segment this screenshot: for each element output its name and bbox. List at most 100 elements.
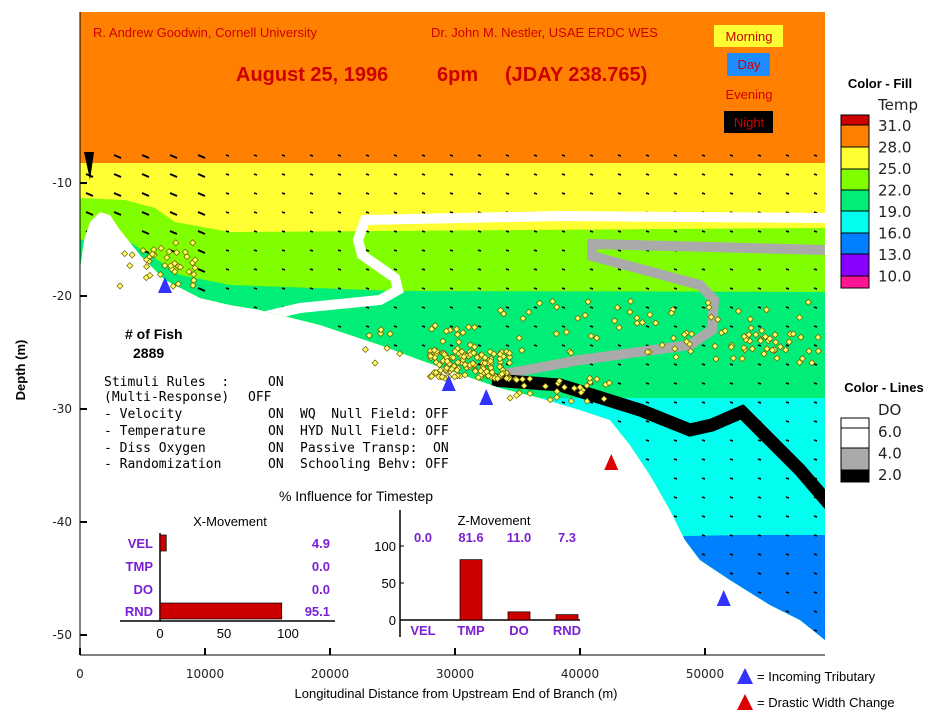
velocity-arrow [253,306,258,309]
velocity-arrow [701,306,706,309]
velocity-arrow [533,629,538,632]
velocity-arrow [589,496,594,499]
fish-marker [377,326,385,334]
velocity-arrow [337,287,342,290]
y-tick-label: -50 [52,628,72,642]
tributary-marker [441,375,456,391]
velocity-arrow [393,553,398,556]
velocity-arrow [785,610,790,613]
velocity-arrow [673,534,678,537]
velocity-arrow [813,401,818,404]
fish-marker [165,248,173,256]
velocity-arrow [729,382,734,385]
fill-legend-label: 22.0 [878,182,911,200]
velocity-arrow [673,610,678,613]
velocity-arrow [477,496,482,499]
velocity-arrow [225,211,230,214]
velocity-arrow [421,401,426,404]
velocity-arrow [253,268,258,271]
velocity-arrow [421,591,426,594]
fill-legend-swatch [840,210,870,234]
velocity-arrow [421,230,426,233]
velocity-arrow [113,477,122,482]
fish-marker [496,355,504,363]
z-bar-value-label: 11.0 [507,530,532,545]
velocity-arrow [281,572,286,575]
velocity-arrow [141,268,150,273]
velocity-arrow [393,268,398,271]
z-bar-tick-label: 0 [389,613,396,628]
fish-marker [440,350,448,358]
velocity-arrow [141,230,150,235]
velocity-arrow [477,173,482,176]
fish-marker [128,251,136,259]
fill-legend: 31.0 28.0 25.0 22.0 19.0 16.0 13.0 10.0 [840,114,911,289]
fish-marker [371,359,379,367]
stimuli-rules-panel: Stimuli Rules : ON (Multi-Response) OFF - Ve… [104,375,449,472]
velocity-arrow [85,439,94,444]
fish-marker [477,367,485,375]
velocity-arrow [337,363,342,366]
z-bar-category: DO [509,623,529,638]
velocity-arrow [701,344,706,347]
x-bar [159,534,167,552]
fish-marker [148,250,156,258]
fish-marker [688,330,696,338]
velocity-arrow [701,439,706,442]
velocity-arrow [477,344,482,347]
velocity-arrow [561,306,566,309]
velocity-arrow [673,306,678,309]
velocity-arrow [757,477,762,480]
velocity-arrow [337,230,342,233]
velocity-arrow [169,344,178,349]
velocity-arrow [365,572,370,575]
velocity-arrow [449,629,454,632]
velocity-arrow [421,192,426,195]
velocity-arrow [421,515,426,518]
velocity-arrow [729,591,734,594]
velocity-arrow [225,420,230,423]
velocity-arrow [85,610,94,615]
velocity-arrow [169,515,178,520]
y-tick-label: -30 [52,402,72,416]
velocity-arrow [449,439,454,442]
velocity-arrow [421,211,426,214]
fish-marker [600,395,608,403]
velocity-arrow [449,458,454,461]
fish-marker [146,271,154,279]
velocity-arrow [701,363,706,366]
fish-marker [449,354,457,362]
velocity-arrow [505,154,510,157]
z-movement-chart: Z-Movement 0 50 100 0.0 VEL 81.6 TMP 11.0 DO 7.3 R… [374,510,581,638]
velocity-arrow [393,249,398,252]
velocity-arrow [813,629,818,632]
velocity-arrow [113,249,122,254]
fish-marker [782,346,790,354]
velocity-arrow [589,629,594,632]
blue-triangle-icon [737,668,753,684]
fish-markers [116,239,822,405]
velocity-arrow [337,534,342,537]
velocity-arrow [141,629,150,634]
fish-marker [488,368,496,376]
velocity-arrow [533,572,538,575]
velocity-arrow [197,268,206,273]
velocity-arrow [477,439,482,442]
fish-marker [583,382,591,390]
velocity-arrow [505,496,510,499]
velocity-arrow [477,230,482,233]
fish-marker [680,331,688,339]
velocity-arrow [589,458,594,461]
x-bar [159,602,283,620]
width-change-legend-label: = Drastic Width Change [757,695,895,710]
velocity-arrow [645,287,650,290]
velocity-arrow [113,515,122,520]
fill-legend-label: 31.0 [878,117,911,135]
velocity-arrow [169,363,178,368]
velocity-arrow [309,268,314,271]
fish-marker [805,347,813,355]
velocity-arrow [533,534,538,537]
fish-marker [605,379,613,387]
fish-marker [670,334,678,342]
stimuli-state: ON [268,457,284,472]
